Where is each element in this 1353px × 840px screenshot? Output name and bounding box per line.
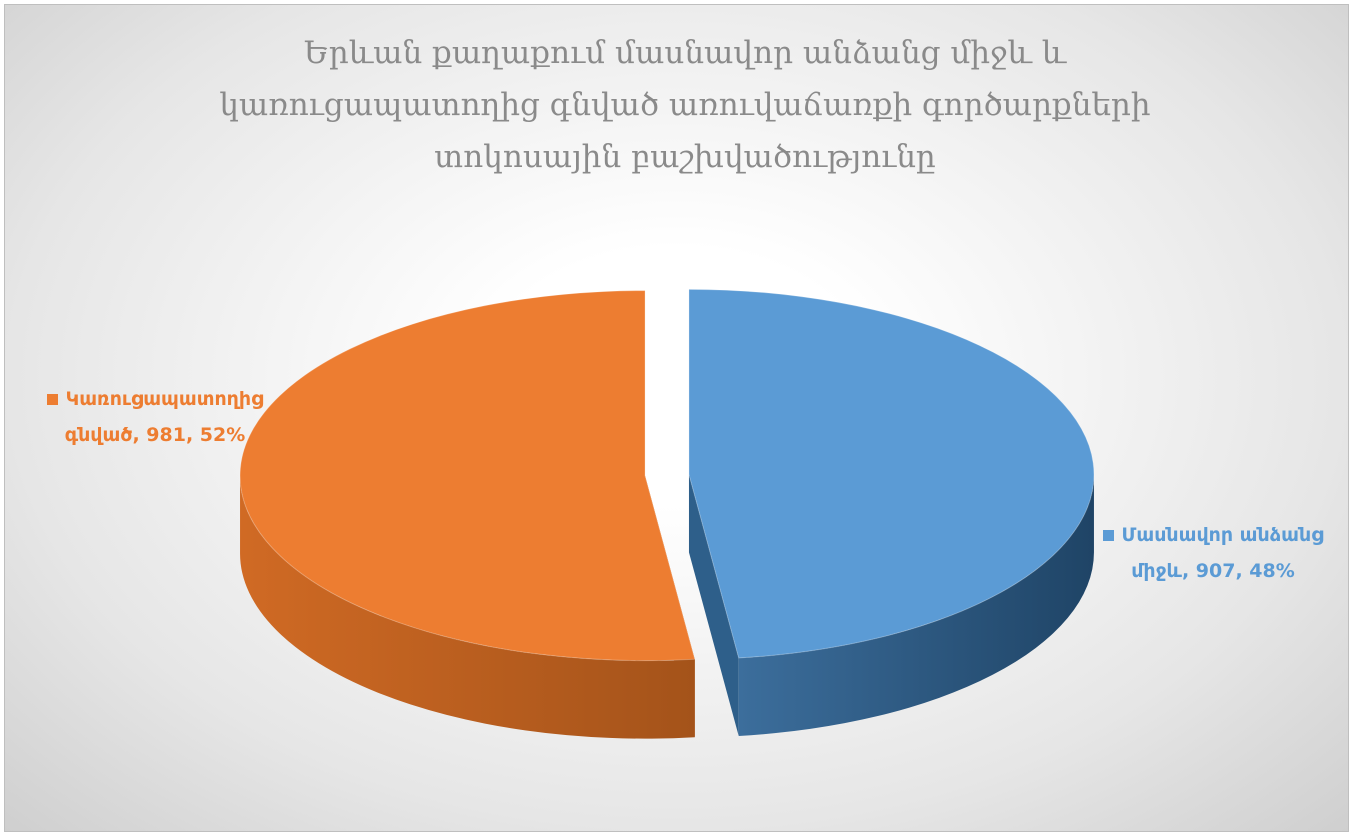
data-label-text: Մասնավոր անձանց միջև, 907, 48%: [1121, 524, 1324, 582]
slice-side: [240, 475, 695, 739]
plot: [239, 288, 1095, 739]
data-label: Մասնավոր անձանց միջև, 907, 48%: [1083, 517, 1343, 589]
slice-side: [738, 474, 1094, 736]
slice: [688, 288, 1095, 659]
chart: Երևան քաղաքում մասնավոր անձանց միջև և կա…: [4, 4, 1349, 832]
slice-face: [688, 474, 739, 736]
data-label-text: Կառուցապատողից գնված, 981, 52%: [64, 388, 264, 446]
data-label: Կառուցապատողից գնված, 981, 52%: [25, 381, 285, 453]
chart-title: Երևան քաղաքում մասնավոր անձանց միջև և կա…: [219, 35, 1151, 175]
slice: [239, 290, 696, 662]
